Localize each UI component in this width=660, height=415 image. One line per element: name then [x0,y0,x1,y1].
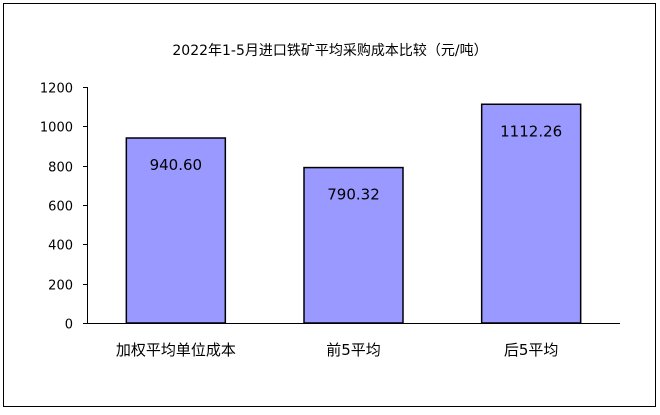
y-tick-label: 1200 [40,82,73,97]
data-label: 1112.26 [500,122,562,140]
bar [480,103,582,324]
y-tick-label: 800 [48,161,73,176]
x-tick-label: 加权平均单位成本 [116,341,236,359]
y-tick-label: 200 [48,279,73,294]
x-tick-label: 前5平均 [326,341,381,359]
data-label: 940.60 [150,156,203,174]
bar [125,137,227,324]
x-tick-label: 后5平均 [504,341,559,359]
y-tick-label: 400 [48,239,73,254]
y-tick-label: 600 [48,200,73,215]
bars: 940.60 加权平均单位成本 790.32 前5平均 1112.26 后5平均 [116,103,582,359]
data-label: 790.32 [327,186,380,204]
bar [303,166,404,324]
chart-title: 2022年1-5月进口铁矿平均采购成本比较（元/吨） [172,43,487,59]
y-tick-label: 1000 [40,121,73,136]
y-tick-label: 0 [65,318,73,333]
